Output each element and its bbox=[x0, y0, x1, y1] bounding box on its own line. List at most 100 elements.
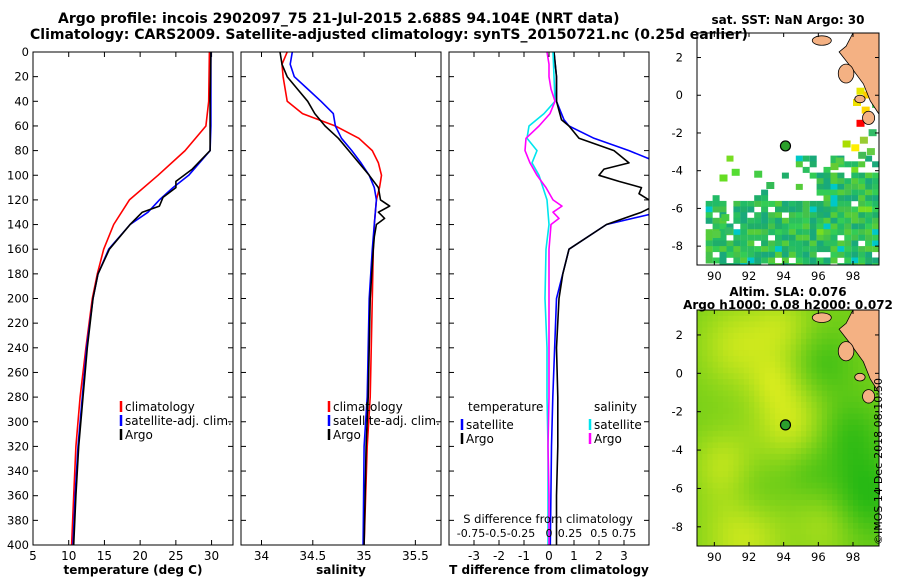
sla-cell bbox=[847, 459, 854, 466]
sla-cell bbox=[717, 379, 724, 386]
sla-cell bbox=[795, 476, 802, 484]
sst-cell bbox=[858, 200, 866, 207]
sla-cell bbox=[832, 396, 839, 403]
sst-cell bbox=[872, 189, 879, 196]
sla-cell bbox=[858, 528, 865, 535]
sla-cell bbox=[775, 471, 782, 478]
sst-cell bbox=[731, 168, 740, 176]
sla-cell bbox=[759, 459, 766, 466]
sla-cell bbox=[717, 459, 724, 466]
sla-cell bbox=[821, 476, 828, 484]
sst-cell bbox=[844, 183, 852, 190]
sst-cell bbox=[768, 229, 776, 236]
sla-cell bbox=[801, 384, 808, 391]
sla-cell bbox=[837, 430, 844, 438]
sla-cell bbox=[811, 407, 818, 415]
sst-cell bbox=[830, 217, 838, 224]
sst-cell bbox=[865, 183, 873, 190]
sla-cell bbox=[827, 333, 834, 340]
sla-cell bbox=[868, 476, 875, 484]
land-island bbox=[854, 372, 866, 382]
sla-cell bbox=[775, 344, 782, 351]
sla-cell bbox=[775, 373, 782, 380]
sla-cell bbox=[811, 471, 818, 478]
sla-cell bbox=[759, 344, 766, 351]
sst-cell bbox=[719, 257, 727, 264]
sla-cell bbox=[847, 430, 854, 438]
sla-cell bbox=[770, 546, 776, 552]
sla-cell bbox=[759, 407, 766, 415]
sla-cell bbox=[790, 310, 797, 317]
sla-cell bbox=[769, 310, 776, 317]
sst-cell bbox=[768, 246, 776, 253]
sla-cell bbox=[697, 419, 704, 426]
sla-cell bbox=[821, 396, 828, 403]
sla-cell bbox=[832, 373, 839, 380]
sla-cell bbox=[795, 321, 802, 328]
sla-cell bbox=[775, 327, 782, 334]
sla-cell bbox=[775, 396, 782, 403]
sst-cell bbox=[865, 246, 873, 253]
sla-cell bbox=[723, 425, 730, 432]
sla-cell bbox=[769, 361, 776, 368]
sla-cell bbox=[785, 384, 792, 391]
sla-cell bbox=[743, 367, 750, 374]
sla-cell bbox=[743, 488, 750, 495]
sla-cell bbox=[764, 396, 771, 403]
sla-cell bbox=[785, 436, 792, 443]
sla-cell bbox=[806, 476, 813, 484]
sla-cell bbox=[707, 528, 714, 535]
sst-cell bbox=[781, 240, 789, 247]
sla-cell bbox=[697, 471, 704, 478]
sla-cell bbox=[738, 459, 745, 466]
sla-cell bbox=[780, 338, 787, 345]
sla-cell bbox=[749, 419, 756, 426]
sla-cell bbox=[837, 517, 844, 524]
sla-cell bbox=[775, 442, 782, 449]
sla-cell bbox=[702, 338, 709, 345]
sla-cell bbox=[702, 315, 709, 322]
sla-cell bbox=[769, 315, 776, 322]
sla-cell bbox=[801, 327, 808, 334]
sla-cell bbox=[754, 448, 761, 455]
sla-cell bbox=[847, 476, 854, 484]
sla-cell bbox=[775, 523, 782, 530]
sla-cell bbox=[873, 482, 879, 489]
sla-cell bbox=[769, 344, 776, 351]
sla-cell bbox=[827, 419, 834, 426]
sla-cell bbox=[697, 442, 704, 449]
sla-cell bbox=[754, 361, 761, 368]
sla-cell bbox=[717, 482, 724, 489]
sla-cell bbox=[873, 407, 879, 415]
sst-cell bbox=[795, 212, 803, 219]
sla-cell bbox=[811, 488, 818, 495]
sla-cell bbox=[816, 390, 823, 397]
sla-cell bbox=[749, 379, 756, 386]
sla-cell bbox=[832, 505, 839, 512]
sla-cell bbox=[717, 511, 724, 518]
sla-cell bbox=[837, 407, 844, 415]
sla-cell bbox=[785, 379, 792, 386]
sla-cell bbox=[738, 476, 745, 484]
sla-cell bbox=[728, 523, 735, 530]
sla-cell bbox=[733, 396, 740, 403]
s-difference-tick-label: 0.75 bbox=[612, 527, 637, 540]
sla-cell bbox=[873, 517, 879, 524]
sla-cell bbox=[759, 402, 766, 409]
x-tick-label: 25 bbox=[168, 549, 183, 563]
land-island bbox=[811, 35, 832, 46]
sla-cell bbox=[853, 465, 860, 472]
sla-cell bbox=[811, 505, 818, 512]
sla-cell bbox=[858, 540, 865, 546]
sla-cell bbox=[749, 327, 756, 334]
sla-cell bbox=[863, 494, 870, 501]
sla-cell bbox=[790, 471, 797, 478]
y-tick-label: 160 bbox=[7, 242, 29, 256]
sla-cell bbox=[738, 373, 745, 380]
sla-cell bbox=[733, 500, 740, 507]
s-difference-tick-label: 0.5 bbox=[590, 527, 608, 540]
sla-cell bbox=[738, 505, 745, 512]
sla-cell bbox=[853, 402, 860, 409]
sla-cell bbox=[801, 338, 808, 345]
sla-cell bbox=[801, 344, 808, 351]
